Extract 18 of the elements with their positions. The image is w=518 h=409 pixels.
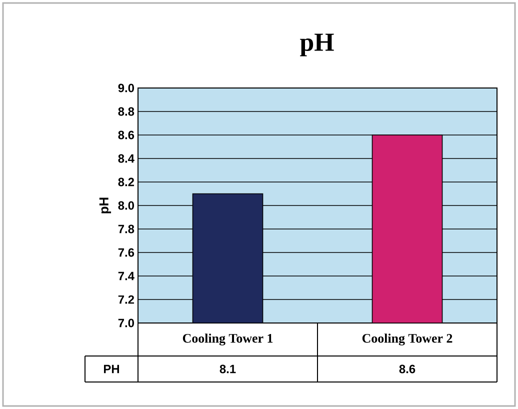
y-tick-label: 7.2	[118, 295, 134, 304]
y-tick-label: 8.2	[118, 178, 134, 186]
y-tick-label: 8.8	[118, 107, 134, 116]
chart-title: pH	[300, 34, 334, 56]
x-tick-label: Cooling Tower 1	[182, 334, 273, 346]
y-tick-label: 7.8	[118, 224, 134, 234]
y-tick-label: 7.4	[118, 272, 134, 280]
y-tick-label: 8.4	[118, 154, 134, 163]
y-tick-label: 9.0	[118, 84, 134, 92]
y-tick-label: 7.6	[118, 248, 134, 257]
data-label: 8.6	[399, 364, 416, 374]
y-axis-title: pH	[99, 198, 112, 214]
y-tick-label: 7.0	[118, 318, 134, 328]
y-tick-label: 8.0	[118, 201, 134, 210]
x-tick-label: Cooling Tower 2	[362, 334, 452, 346]
data-label: 8.1	[220, 364, 236, 374]
y-tick-label: 8.6	[118, 130, 134, 140]
legend-label: PH	[104, 364, 119, 374]
